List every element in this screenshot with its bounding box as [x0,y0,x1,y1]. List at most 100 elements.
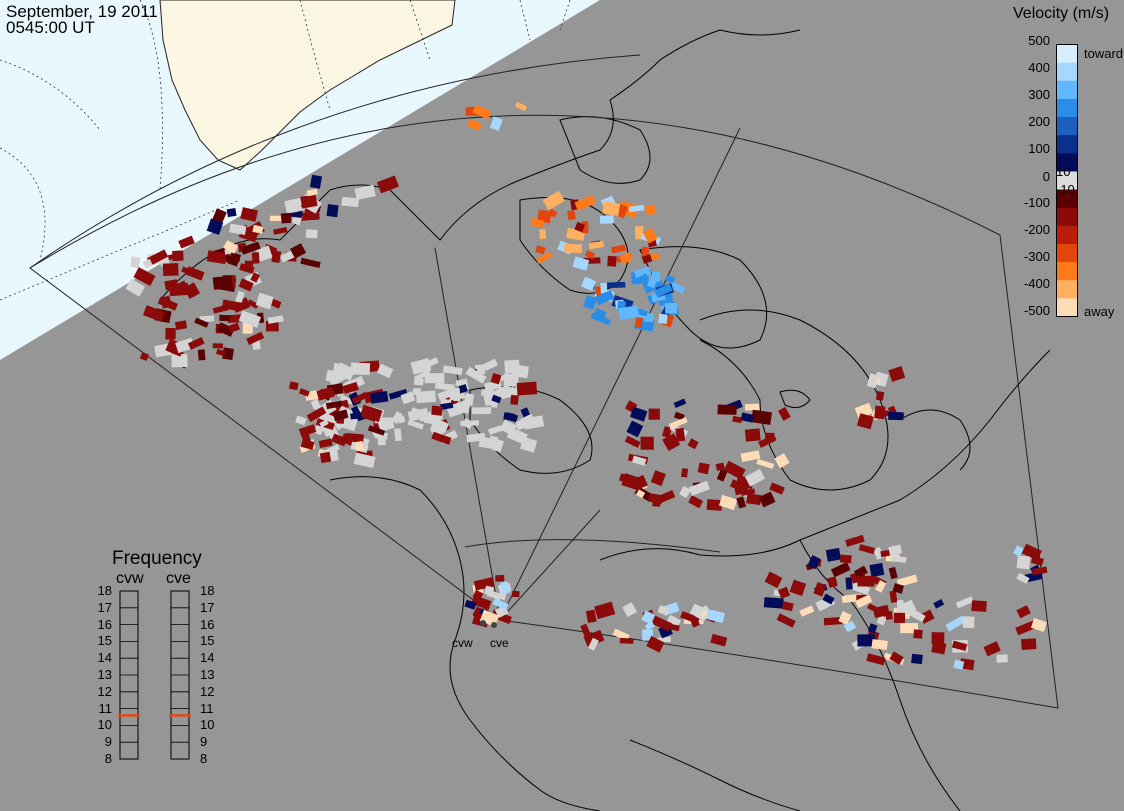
frequency-radar-cvw: cvw [116,570,144,587]
velocity-cell [299,211,320,221]
frequency-level-label: 16 [97,616,112,632]
frequency-level-label: 15 [200,633,215,649]
velocity-cell [567,210,576,221]
velocity-cell [581,276,597,292]
velocity-cell [376,363,394,379]
frequency-level-label: 16 [200,616,215,632]
velocity-cell [588,240,605,250]
velocity-cell [514,101,528,112]
velocity-cell [355,440,364,452]
velocity-cell [142,258,153,269]
velocity-cell [341,196,360,208]
velocity-cell [240,241,261,255]
velocity-cell [322,388,333,398]
velocity-cell [288,381,299,391]
lit-land [159,0,456,171]
velocity-cell [669,281,686,294]
velocity-cell [530,217,545,229]
velocity-cell [776,613,796,628]
colorbar-swatch [1056,98,1078,118]
velocity-cell [866,373,879,389]
colorbar-swatch [1056,225,1078,245]
velocity-cell [661,426,673,439]
velocity-cell [491,438,504,453]
velocity-cell [490,373,502,385]
velocity-cell [266,320,279,332]
velocity-cell [996,654,1008,663]
velocity-cell [252,340,261,351]
velocity-cell [913,629,923,639]
velocity-cell [1016,605,1031,619]
velocity-cell [931,632,945,645]
velocity-cell [874,405,886,420]
velocity-cell [626,420,644,438]
velocity-cell [889,651,904,665]
velocity-cell [658,313,668,325]
velocity-cell [539,228,547,240]
colorbar-swatch [1056,298,1078,317]
velocity-cell [523,415,545,430]
colorbar-swatch [1056,117,1078,136]
velocity-cell [959,658,975,671]
velocity-cell [246,331,265,345]
velocity-cell [955,596,974,609]
velocity-cell [377,417,395,433]
velocity-cell [1031,566,1048,576]
velocity-cell [857,413,874,430]
velocity-cell [858,544,876,555]
velocity-cell [758,491,776,508]
velocity-cell [391,411,403,424]
velocity-cell [1013,545,1024,557]
velocity-cell [866,653,886,666]
velocity-cell [650,470,666,487]
velocity-cell [1016,572,1030,584]
velocity-cell [889,590,898,603]
velocity-cell [350,362,371,376]
colorbar-tick-label: -500 [1023,303,1050,318]
velocity-cell [563,243,583,254]
colorbar-swatch [1056,207,1078,227]
velocity-cell [173,280,189,294]
colorbar-tick-label: -200 [1023,222,1050,237]
velocity-cell [584,250,596,260]
velocity-cell [838,610,852,625]
velocity-cell [933,599,945,609]
velocity-cell [542,190,565,211]
colorbar-swatch [1056,80,1078,100]
velocity-cell [612,628,630,642]
velocity-cell [284,197,306,214]
velocity-cell [777,406,791,421]
velocity-cell [211,208,227,225]
velocity-cell [471,407,492,415]
velocity-cell [510,394,519,405]
velocity-cell [367,425,386,436]
velocity-cell [133,267,156,286]
velocity-cell [1015,620,1036,636]
velocity-cell [867,603,888,618]
velocity-cell [171,353,188,368]
velocity-cell [255,245,273,262]
velocity-cell [848,581,871,596]
velocity-cell [611,244,626,254]
velocity-cell [326,204,339,218]
velocity-cell [679,485,691,499]
velocity-cell [888,544,903,556]
velocity-cell [716,469,728,482]
velocity-cell [845,577,853,590]
frequency-level-label: 8 [104,751,112,766]
velocity-cell [162,263,179,276]
velocity-cell [309,174,323,189]
velocity-cell [130,256,141,269]
velocity-cell [388,388,408,400]
colorbar-swatch [1056,62,1078,82]
velocity-cell [219,314,230,322]
velocity-cell [342,381,359,394]
velocity-cell [729,479,749,494]
velocity-cell [893,612,906,624]
velocity-cell [228,322,241,333]
velocity-cell [394,428,402,442]
colorbar-swatch [1056,171,1078,191]
velocity-cell [206,250,227,265]
velocity-cell [491,394,502,404]
velocity-cell [945,615,966,632]
